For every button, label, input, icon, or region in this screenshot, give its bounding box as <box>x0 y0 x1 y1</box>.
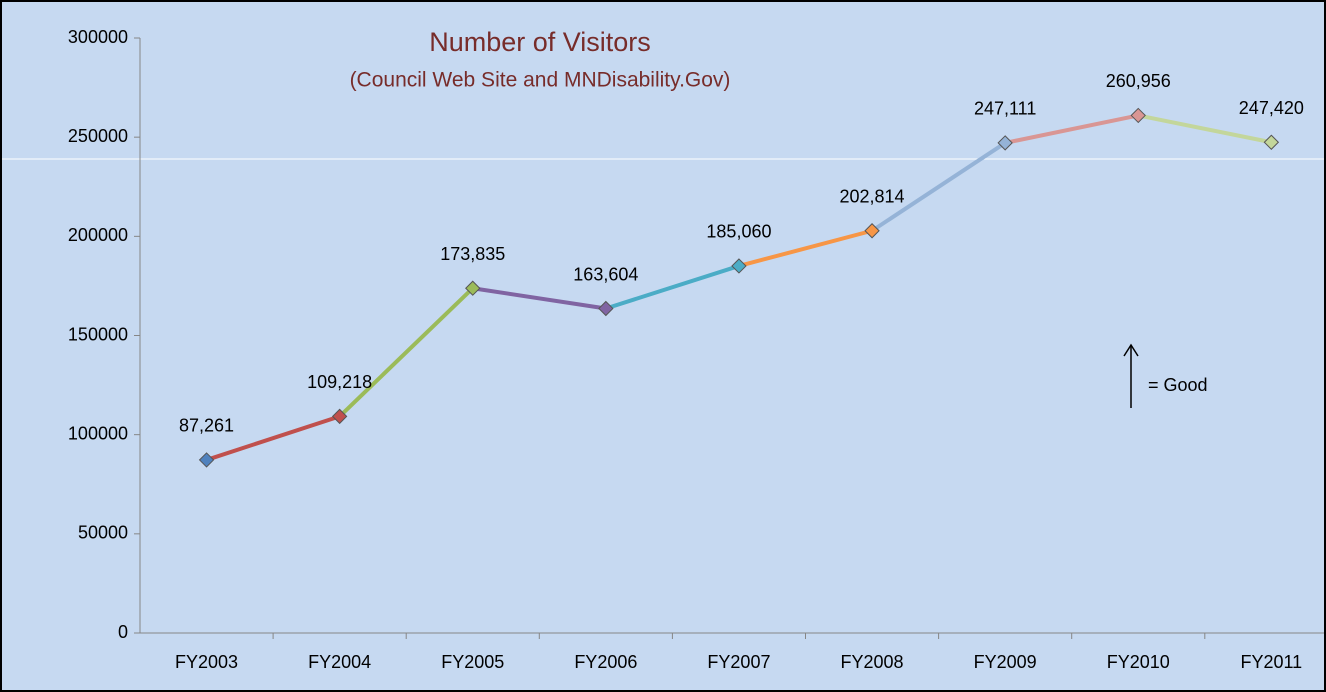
marker <box>198 452 215 468</box>
data-label: 163,604 <box>573 264 638 284</box>
data-label: 202,814 <box>840 187 905 207</box>
marker <box>331 408 348 425</box>
chart-title: Number of Visitors <box>429 27 651 57</box>
data-label: 109,218 <box>307 372 372 392</box>
x-tick-label: FY2008 <box>841 652 904 672</box>
x-tick-label: FY2004 <box>308 652 371 672</box>
x-tick-label: FY2010 <box>1107 652 1170 672</box>
x-tick-label: FY2003 <box>175 652 238 672</box>
marker <box>997 135 1013 151</box>
line-segment <box>603 263 741 311</box>
line-segment <box>470 286 608 311</box>
y-tick-label: 250000 <box>68 126 128 146</box>
line-segment <box>1136 113 1274 145</box>
x-tick-label: FY2006 <box>574 652 637 672</box>
data-label: 185,060 <box>706 222 771 242</box>
marker <box>731 258 747 274</box>
marker <box>864 223 880 239</box>
line-segment <box>736 228 875 268</box>
y-tick-label: 150000 <box>68 324 128 344</box>
marker <box>1263 134 1280 150</box>
data-label: 247,111 <box>974 99 1036 119</box>
data-label: 260,956 <box>1106 71 1171 91</box>
x-tick-label: FY2009 <box>974 652 1037 672</box>
data-label: 247,420 <box>1239 98 1304 118</box>
y-tick-label: 0 <box>118 622 128 642</box>
arrow-head <box>1123 343 1139 357</box>
marker <box>598 300 614 317</box>
y-tick-label: 100000 <box>68 423 128 443</box>
x-tick-label: FY2005 <box>441 652 504 672</box>
line-segment <box>870 140 1008 233</box>
data-label: 87,261 <box>179 416 234 436</box>
marker <box>465 280 481 296</box>
x-tick-label: FY2007 <box>707 652 770 672</box>
annotation: = Good <box>1148 375 1208 395</box>
y-tick-label: 300000 <box>68 27 128 47</box>
chart-subtitle: (Council Web Site and MNDisability.Gov) <box>350 69 731 92</box>
y-tick-label: 200000 <box>68 225 128 245</box>
y-tick-label: 50000 <box>78 523 128 543</box>
line-segment <box>204 414 342 462</box>
line-segment <box>337 286 475 419</box>
line-segment <box>1003 113 1141 145</box>
data-label: 173,835 <box>440 244 505 264</box>
x-tick-label: FY2011 <box>1240 652 1302 672</box>
marker <box>1130 107 1146 124</box>
